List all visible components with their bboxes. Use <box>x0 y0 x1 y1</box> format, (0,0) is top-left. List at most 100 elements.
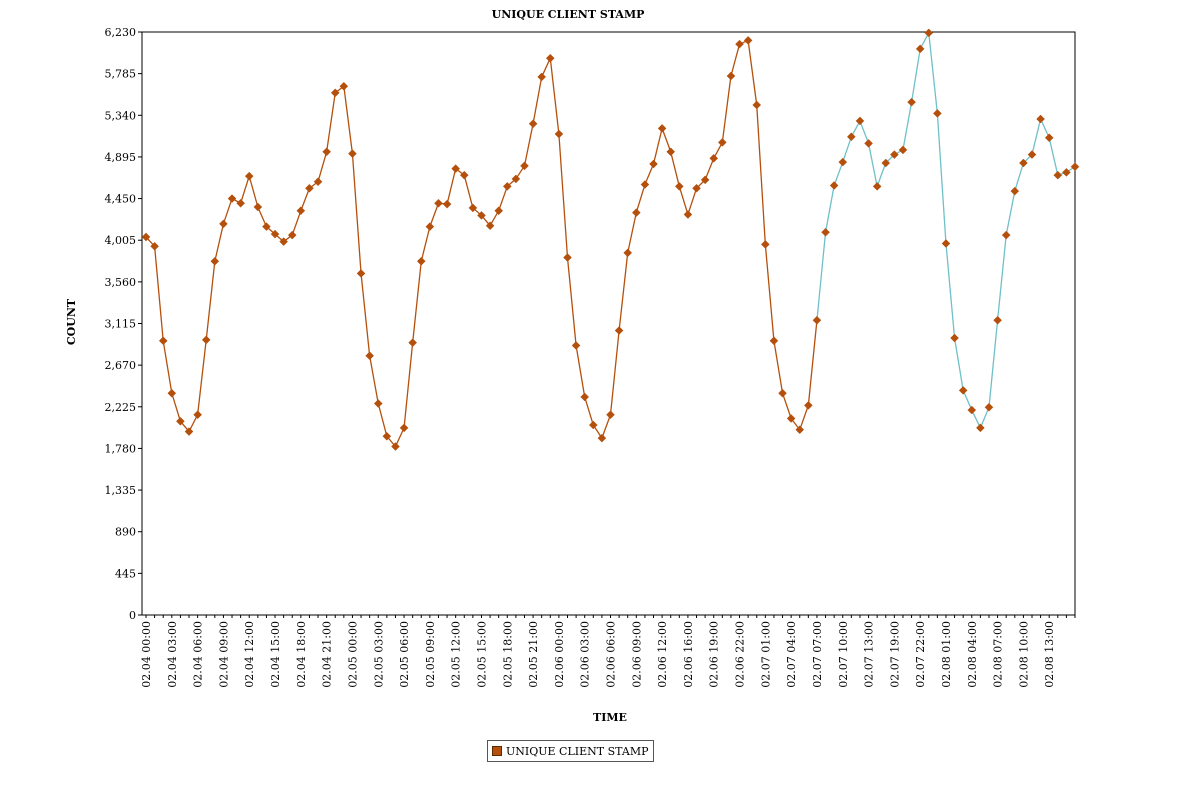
series-line-segment <box>799 405 809 430</box>
series-line-segment <box>945 243 956 339</box>
data-point <box>184 427 194 436</box>
y-tick-label: 4,450 <box>105 193 137 206</box>
series-line-segment <box>248 175 259 208</box>
y-tick-label: 890 <box>115 526 136 539</box>
series-line-segment <box>566 257 577 346</box>
data-point <box>588 420 598 430</box>
series-line-segment <box>773 340 784 394</box>
y-tick-label: 5,340 <box>105 109 137 122</box>
data-point <box>872 182 882 191</box>
series-line-segment <box>325 92 336 152</box>
series-line-segment <box>661 128 672 153</box>
data-point <box>915 44 925 54</box>
data-point <box>1044 133 1054 143</box>
y-tick-label: 3,115 <box>105 318 137 331</box>
data-point <box>941 239 951 248</box>
x-tick-label: 02.07 13:00 <box>863 621 876 688</box>
x-tick-label: 02.06 22:00 <box>734 621 747 688</box>
data-point <box>348 149 357 159</box>
series-line-segment <box>1005 190 1016 236</box>
series-line-segment <box>670 151 680 187</box>
y-tick-label: 3,560 <box>105 276 137 289</box>
series-line-segment <box>222 198 233 225</box>
x-tick-label: 02.07 01:00 <box>759 621 772 688</box>
data-point <box>657 124 667 133</box>
data-point <box>210 256 220 266</box>
series-line-segment <box>953 337 964 391</box>
data-point <box>709 153 719 163</box>
series-line-segment <box>446 168 457 205</box>
data-point <box>786 414 796 423</box>
data-point <box>760 240 770 249</box>
series-line-segment <box>584 396 594 426</box>
series-line-segment <box>214 223 225 262</box>
series-line-segment <box>756 104 766 245</box>
data-point <box>399 423 409 433</box>
series-line-segment <box>747 40 758 106</box>
x-tick-label: 02.05 21:00 <box>527 621 540 688</box>
series-line-segment <box>962 390 973 411</box>
data-point <box>244 171 254 181</box>
data-point <box>141 232 151 242</box>
legend-label: UNIQUE CLIENT STAMP <box>506 744 649 758</box>
data-point <box>993 315 1002 325</box>
y-tick-label: 2,225 <box>105 401 137 414</box>
data-point <box>434 198 443 208</box>
series-line-segment <box>171 393 182 422</box>
data-point <box>640 180 650 189</box>
y-tick-label: 445 <box>115 567 136 580</box>
data-point <box>717 138 727 147</box>
x-tick-label: 02.08 04:00 <box>966 621 979 688</box>
data-point <box>769 336 779 346</box>
series-line-segment <box>1014 162 1025 192</box>
data-point <box>262 222 271 231</box>
data-point <box>339 81 349 91</box>
series-line-segment <box>153 246 164 341</box>
series-line-segment <box>412 261 422 343</box>
series-line-segment <box>558 133 569 258</box>
x-tick-label: 02.06 16:00 <box>682 621 695 688</box>
data-point <box>623 248 633 258</box>
plot-area <box>141 31 1076 616</box>
data-point <box>743 36 753 45</box>
x-tick-label: 02.06 19:00 <box>708 621 721 688</box>
data-point <box>812 315 822 325</box>
series-line-segment <box>532 76 543 124</box>
data-point <box>236 198 245 208</box>
series-line-segment <box>609 330 620 415</box>
data-point <box>468 203 478 213</box>
data-point <box>219 219 228 229</box>
series-line-segment <box>644 163 655 185</box>
data-point <box>649 159 658 169</box>
data-point <box>580 392 590 402</box>
data-point <box>528 119 538 129</box>
x-tick-label: 02.05 00:00 <box>346 621 359 688</box>
data-point <box>287 230 297 240</box>
x-tick-label: 02.04 18:00 <box>295 621 308 688</box>
x-tick-label: 02.07 10:00 <box>837 621 850 688</box>
x-tick-label: 02.06 09:00 <box>630 621 643 688</box>
x-tick-label: 02.05 09:00 <box>424 621 437 688</box>
series-lines <box>145 32 1076 447</box>
x-axis-label: TIME <box>593 711 627 724</box>
data-point <box>881 158 891 168</box>
series-line-segment <box>988 320 999 408</box>
data-point <box>683 210 693 219</box>
data-point <box>606 410 615 420</box>
series-line-segment <box>343 86 354 154</box>
data-point <box>167 388 177 398</box>
x-tick-label: 02.06 00:00 <box>553 621 566 688</box>
data-point <box>193 410 202 420</box>
series-line-segment <box>1040 118 1050 139</box>
data-point <box>365 351 375 361</box>
x-tick-label: 02.04 03:00 <box>166 621 179 688</box>
x-tick-label: 02.05 18:00 <box>501 621 514 688</box>
data-point <box>305 183 314 193</box>
y-tick-label: 0 <box>129 609 136 622</box>
x-tick-label: 02.08 10:00 <box>1017 621 1030 688</box>
series-line-segment <box>996 235 1007 321</box>
data-point <box>958 386 968 395</box>
data-point <box>494 206 504 216</box>
y-tick-label: 4,005 <box>105 234 137 247</box>
series-line-segment <box>523 123 534 166</box>
